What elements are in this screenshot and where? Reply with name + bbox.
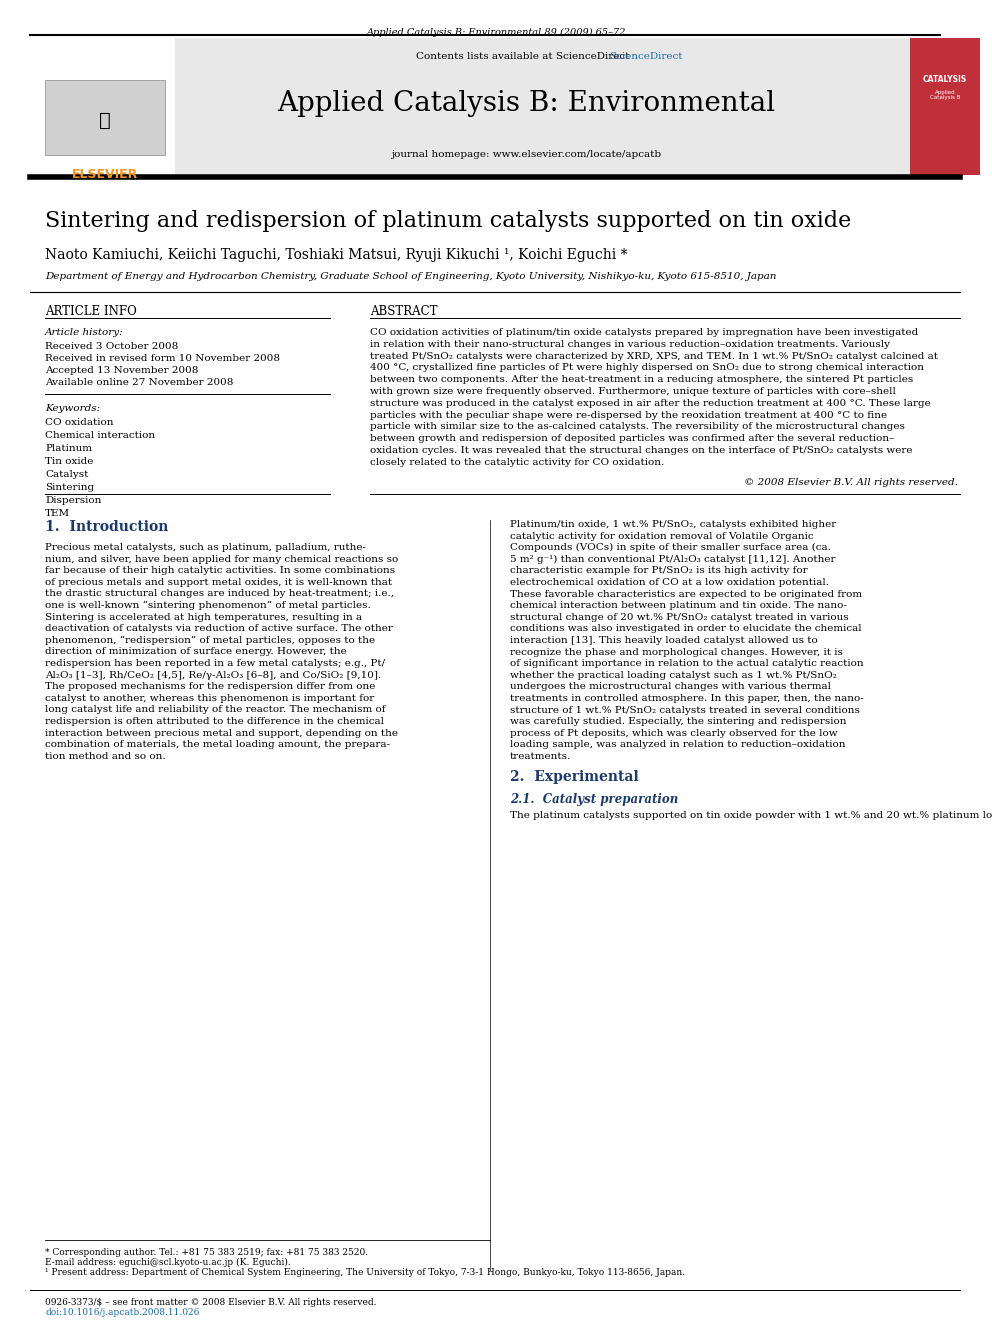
Text: with grown size were frequently observed. Furthermore, unique texture of particl: with grown size were frequently observed… (370, 388, 896, 396)
Text: characteristic example for Pt/SnO₂ is its high activity for: characteristic example for Pt/SnO₂ is it… (510, 566, 807, 576)
Text: deactivation of catalysts via reduction of active surface. The other: deactivation of catalysts via reduction … (45, 624, 393, 634)
Text: E-mail address: eguchi@scl.kyoto-u.ac.jp (K. Eguchi).: E-mail address: eguchi@scl.kyoto-u.ac.jp… (45, 1258, 291, 1267)
Text: 400 °C, crystallized fine particles of Pt were highly dispersed on SnO₂ due to s: 400 °C, crystallized fine particles of P… (370, 364, 924, 372)
Text: of precious metals and support metal oxides, it is well-known that: of precious metals and support metal oxi… (45, 578, 392, 587)
Text: Catalyst: Catalyst (45, 470, 88, 479)
Text: 2.  Experimental: 2. Experimental (510, 770, 639, 785)
Text: ABSTRACT: ABSTRACT (370, 306, 437, 318)
Text: Applied Catalysis B: Environmental 89 (2009) 65–72: Applied Catalysis B: Environmental 89 (2… (366, 28, 626, 37)
Text: Applied
Catalysis B: Applied Catalysis B (930, 90, 960, 101)
Text: Applied Catalysis B: Environmental: Applied Catalysis B: Environmental (277, 90, 775, 116)
Text: between growth and redispersion of deposited particles was confirmed after the s: between growth and redispersion of depos… (370, 434, 895, 443)
Text: Sintering is accelerated at high temperatures, resulting in a: Sintering is accelerated at high tempera… (45, 613, 362, 622)
Text: Dispersion: Dispersion (45, 496, 101, 505)
Text: one is well-known “sintering phenomenon” of metal particles.: one is well-known “sintering phenomenon”… (45, 601, 371, 610)
Text: conditions was also investigated in order to elucidate the chemical: conditions was also investigated in orde… (510, 624, 862, 634)
Text: * Corresponding author. Tel.: +81 75 383 2519; fax: +81 75 383 2520.: * Corresponding author. Tel.: +81 75 383… (45, 1248, 368, 1257)
Text: ARTICLE INFO: ARTICLE INFO (45, 306, 137, 318)
Text: 2.1.  Catalyst preparation: 2.1. Catalyst preparation (510, 792, 679, 806)
Text: Naoto Kamiuchi, Keiichi Taguchi, Toshiaki Matsui, Ryuji Kikuchi ¹, Koichi Eguchi: Naoto Kamiuchi, Keiichi Taguchi, Toshiak… (45, 247, 628, 262)
Text: of significant importance in relation to the actual catalytic reaction: of significant importance in relation to… (510, 659, 864, 668)
Text: Available online 27 November 2008: Available online 27 November 2008 (45, 378, 233, 388)
Text: interaction [13]. This heavily loaded catalyst allowed us to: interaction [13]. This heavily loaded ca… (510, 636, 817, 646)
Text: was carefully studied. Especially, the sintering and redispersion: was carefully studied. Especially, the s… (510, 717, 846, 726)
Text: treatments.: treatments. (510, 751, 571, 761)
Text: ¹ Present address: Department of Chemical System Engineering, The University of : ¹ Present address: Department of Chemica… (45, 1267, 685, 1277)
Text: nium, and silver, have been applied for many chemical reactions so: nium, and silver, have been applied for … (45, 554, 398, 564)
Bar (30, 38, 910, 175)
Text: ScienceDirect: ScienceDirect (609, 52, 682, 61)
Text: Sintering and redispersion of platinum catalysts supported on tin oxide: Sintering and redispersion of platinum c… (45, 210, 851, 232)
Text: far because of their high catalytic activities. In some combinations: far because of their high catalytic acti… (45, 566, 395, 576)
Bar (45, 79, 165, 155)
Text: process of Pt deposits, which was clearly observed for the low: process of Pt deposits, which was clearl… (510, 729, 837, 738)
Text: CO oxidation: CO oxidation (45, 418, 113, 427)
Text: Chemical interaction: Chemical interaction (45, 431, 155, 441)
Text: chemical interaction between platinum and tin oxide. The nano-: chemical interaction between platinum an… (510, 601, 847, 610)
Text: Compounds (VOCs) in spite of their smaller surface area (ca.: Compounds (VOCs) in spite of their small… (510, 544, 831, 552)
Text: Sintering: Sintering (45, 483, 94, 492)
Text: The proposed mechanisms for the redispersion differ from one: The proposed mechanisms for the redisper… (45, 683, 375, 691)
Text: redispersion has been reported in a few metal catalysts; e.g., Pt/: redispersion has been reported in a few … (45, 659, 385, 668)
Text: in relation with their nano-structural changes in various reduction–oxidation tr: in relation with their nano-structural c… (370, 340, 890, 349)
Text: redispersion is often attributed to the difference in the chemical: redispersion is often attributed to the … (45, 717, 384, 726)
Text: closely related to the catalytic activity for CO oxidation.: closely related to the catalytic activit… (370, 458, 665, 467)
Text: oxidation cycles. It was revealed that the structural changes on the interface o: oxidation cycles. It was revealed that t… (370, 446, 913, 455)
Text: Contents lists available at ScienceDirect: Contents lists available at ScienceDirec… (416, 52, 636, 61)
Text: CATALYSIS: CATALYSIS (923, 75, 967, 85)
Text: ELSEVIER: ELSEVIER (71, 168, 138, 181)
Text: particle with similar size to the as-calcined catalysts. The reversibility of th: particle with similar size to the as-cal… (370, 422, 905, 431)
Bar (30, 38, 175, 175)
Text: phenomenon, “redispersion” of metal particles, opposes to the: phenomenon, “redispersion” of metal part… (45, 636, 375, 646)
Text: catalytic activity for oxidation removal of Volatile Organic: catalytic activity for oxidation removal… (510, 532, 813, 541)
Text: Platinum: Platinum (45, 445, 92, 452)
Text: catalyst to another, whereas this phenomenon is important for: catalyst to another, whereas this phenom… (45, 693, 374, 703)
Text: particles with the peculiar shape were re-dispersed by the reoxidation treatment: particles with the peculiar shape were r… (370, 410, 887, 419)
Text: Tin oxide: Tin oxide (45, 456, 93, 466)
Text: between two components. After the heat-treatment in a reducing atmosphere, the s: between two components. After the heat-t… (370, 376, 914, 384)
Text: electrochemical oxidation of CO at a low oxidation potential.: electrochemical oxidation of CO at a low… (510, 578, 829, 587)
Text: loading sample, was analyzed in relation to reduction–oxidation: loading sample, was analyzed in relation… (510, 741, 845, 749)
Text: tion method and so on.: tion method and so on. (45, 751, 166, 761)
Text: 🌳: 🌳 (99, 111, 111, 130)
Text: recognize the phase and morphological changes. However, it is: recognize the phase and morphological ch… (510, 647, 843, 656)
Text: treated Pt/SnO₂ catalysts were characterized by XRD, XPS, and TEM. In 1 wt.% Pt/: treated Pt/SnO₂ catalysts were character… (370, 352, 938, 361)
Text: Al₂O₃ [1–3], Rh/CeO₂ [4,5], Re/γ-Al₂O₃ [6–8], and Co/SiO₂ [9,10].: Al₂O₃ [1–3], Rh/CeO₂ [4,5], Re/γ-Al₂O₃ [… (45, 671, 381, 680)
Text: Department of Energy and Hydrocarbon Chemistry, Graduate School of Engineering, : Department of Energy and Hydrocarbon Che… (45, 273, 777, 280)
Text: doi:10.1016/j.apcatb.2008.11.026: doi:10.1016/j.apcatb.2008.11.026 (45, 1308, 199, 1316)
Text: direction of minimization of surface energy. However, the: direction of minimization of surface ene… (45, 647, 347, 656)
Bar (910, 38, 980, 175)
Text: Keywords:: Keywords: (45, 404, 100, 413)
Text: treatments in controlled atmosphere. In this paper, then, the nano-: treatments in controlled atmosphere. In … (510, 695, 864, 703)
Text: © 2008 Elsevier B.V. All rights reserved.: © 2008 Elsevier B.V. All rights reserved… (744, 478, 958, 487)
Text: Precious metal catalysts, such as platinum, palladium, ruthe-: Precious metal catalysts, such as platin… (45, 542, 366, 552)
Text: CO oxidation activities of platinum/tin oxide catalysts prepared by impregnation: CO oxidation activities of platinum/tin … (370, 328, 919, 337)
Text: interaction between precious metal and support, depending on the: interaction between precious metal and s… (45, 729, 398, 738)
Text: combination of materials, the metal loading amount, the prepara-: combination of materials, the metal load… (45, 740, 390, 749)
Text: 5 m² g⁻¹) than conventional Pt/Al₂O₃ catalyst [11,12]. Another: 5 m² g⁻¹) than conventional Pt/Al₂O₃ cat… (510, 554, 835, 564)
Text: structure was produced in the catalyst exposed in air after the reduction treatm: structure was produced in the catalyst e… (370, 398, 930, 407)
Text: long catalyst life and reliability of the reactor. The mechanism of: long catalyst life and reliability of th… (45, 705, 386, 714)
Text: Received in revised form 10 November 2008: Received in revised form 10 November 200… (45, 355, 280, 363)
Text: These favorable characteristics are expected to be originated from: These favorable characteristics are expe… (510, 590, 862, 598)
Text: the drastic structural changes are induced by heat-treatment; i.e.,: the drastic structural changes are induc… (45, 590, 394, 598)
Text: The platinum catalysts supported on tin oxide powder with 1 wt.% and 20 wt.% pla: The platinum catalysts supported on tin … (510, 811, 992, 820)
Text: 0926-3373/$ – see front matter © 2008 Elsevier B.V. All rights reserved.: 0926-3373/$ – see front matter © 2008 El… (45, 1298, 377, 1307)
Text: journal homepage: www.elsevier.com/locate/apcatb: journal homepage: www.elsevier.com/locat… (391, 149, 661, 159)
Text: 1.  Introduction: 1. Introduction (45, 520, 169, 534)
Text: Article history:: Article history: (45, 328, 124, 337)
Text: structure of 1 wt.% Pt/SnO₂ catalysts treated in several conditions: structure of 1 wt.% Pt/SnO₂ catalysts tr… (510, 705, 860, 714)
Text: Accepted 13 November 2008: Accepted 13 November 2008 (45, 366, 198, 374)
Text: Platinum/tin oxide, 1 wt.% Pt/SnO₂, catalysts exhibited higher: Platinum/tin oxide, 1 wt.% Pt/SnO₂, cata… (510, 520, 836, 529)
Text: Received 3 October 2008: Received 3 October 2008 (45, 343, 179, 351)
Text: undergoes the microstructural changes with various thermal: undergoes the microstructural changes wi… (510, 683, 831, 692)
Text: whether the practical loading catalyst such as 1 wt.% Pt/SnO₂: whether the practical loading catalyst s… (510, 671, 837, 680)
Text: structural change of 20 wt.% Pt/SnO₂ catalyst treated in various: structural change of 20 wt.% Pt/SnO₂ cat… (510, 613, 848, 622)
Text: TEM: TEM (45, 509, 70, 519)
